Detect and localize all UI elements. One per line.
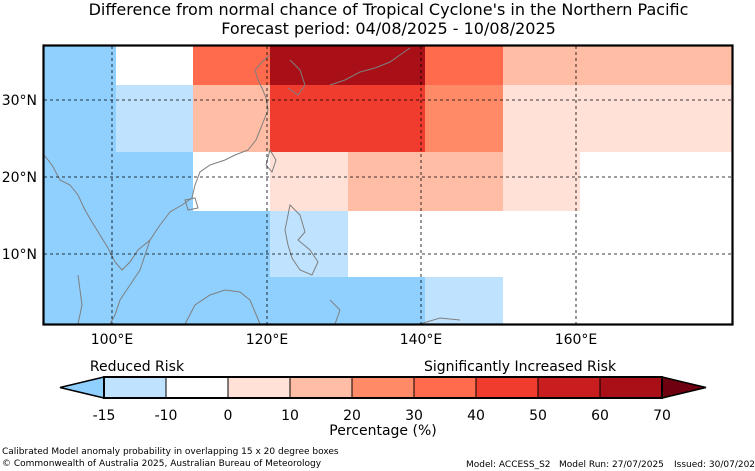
colorbar-segment [351,376,415,399]
colorbar-tick: 30 [405,408,423,424]
coast-malay [77,274,83,325]
colorbar-arrow-low [59,376,105,399]
lon-label: 160°E [555,332,598,348]
increased-risk-label: Significantly Increased Risk [424,359,617,375]
footer-model: Model: ACCESS_S2 [466,460,551,470]
footer-issued: Issued: 30/07/2025 [674,460,755,470]
colorbar-tick: 60 [591,408,609,424]
cell [503,85,580,152]
colorbar-segment [599,376,663,399]
lon-label: 140°E [400,332,443,348]
lat-label: 30°N [2,93,37,109]
coast-indochina [109,239,151,325]
colorbar-tick: 50 [529,408,547,424]
cell [193,85,270,152]
colorbar-segment [103,376,167,399]
cell [425,46,503,85]
cell [270,277,348,324]
risk-cells [44,46,732,324]
footer-description: Calibrated Model anomaly probability in … [2,447,339,457]
cell [270,152,348,211]
colorbar-tick: 0 [224,408,233,424]
cell [503,46,580,85]
cell [348,211,425,277]
cell [580,85,732,152]
cell [503,211,580,324]
map-frame [42,44,734,326]
cell [425,277,503,324]
colorbar-segment [537,376,601,399]
cell [270,211,348,277]
coast-newguinea [419,317,461,325]
cell [348,277,425,324]
colorbar-segment [413,376,477,399]
footer-model-run: Model Run: 27/07/2025 [559,460,664,470]
coast-philippines [284,203,319,276]
cell [348,85,425,152]
reduced-risk-label: Reduced Risk [90,359,185,375]
cell [116,46,193,85]
cell [580,46,732,85]
coast-japan [329,47,411,86]
forecast-period: Forecast period: 04/08/2025 - 10/08/2025 [221,19,556,38]
colorbar-segment [227,376,291,399]
cell [270,46,348,85]
cell [425,152,503,211]
colorbar-segment [475,376,539,399]
cell [425,85,503,152]
cell [348,152,425,211]
cell [425,211,503,277]
lon-label: 100°E [91,332,134,348]
colorbar-tick: -10 [155,408,178,424]
cell [116,85,193,152]
colorbar-tick: 20 [343,408,361,424]
cell [348,46,425,85]
cell [580,152,732,324]
lon-label: 120°E [246,332,289,348]
cell [503,152,580,211]
map-title: Difference from normal chance of Tropica… [88,0,689,19]
colorbar-segment [165,376,229,399]
lat-label: 10°N [2,247,37,263]
cell [270,85,348,152]
coast-borneo [184,289,261,325]
colorbar-title: Percentage (%) [329,423,436,439]
coast-korea [287,59,306,96]
colorbar-tick: 40 [467,408,485,424]
colorbar-arrow-high [661,376,707,399]
footer-copyright: © Commonwealth of Australia 2025, Austra… [2,459,322,469]
colorbar-segment [289,376,353,399]
coast-hainan [184,197,199,211]
colorbar [59,376,707,399]
colorbar-tick: -15 [93,408,116,424]
cell [44,46,116,324]
gridlines [44,46,732,324]
colorbar-frame [103,376,663,399]
cell [193,152,270,211]
lat-label: 20°N [2,170,37,186]
cell [116,152,193,324]
colorbar-tick: 10 [281,408,299,424]
coast-sulawesi [329,299,341,325]
cell [193,211,270,324]
colorbar-tick: 70 [653,408,671,424]
